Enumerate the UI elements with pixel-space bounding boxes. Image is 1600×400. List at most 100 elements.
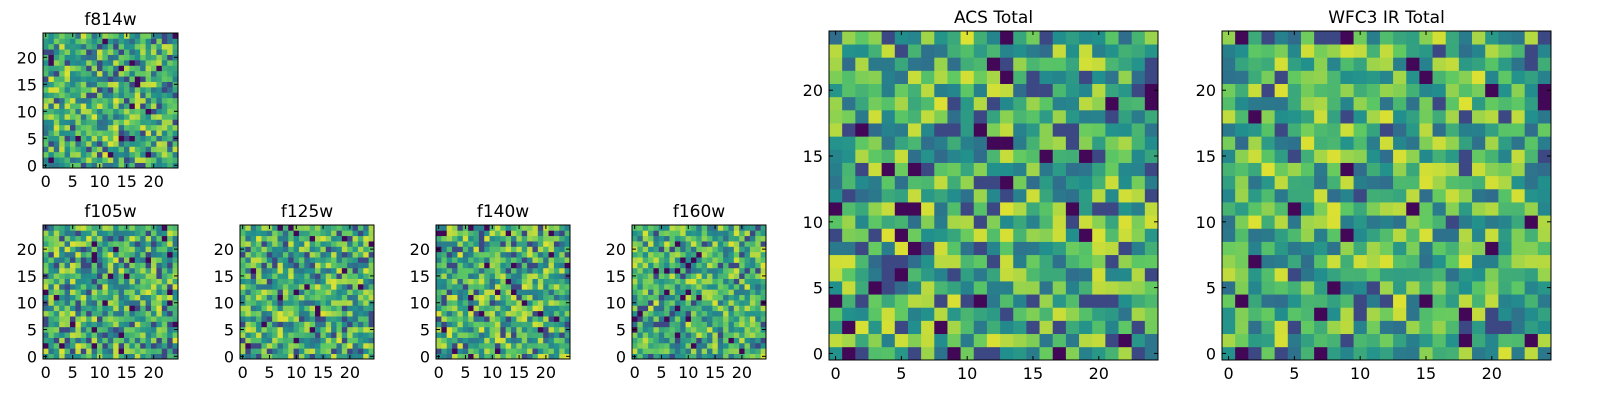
heatmap-cell: [543, 294, 549, 301]
heatmap-cell: [637, 278, 644, 285]
heatmap-cell: [1079, 307, 1093, 321]
heatmap-cell: [151, 332, 157, 338]
heatmap-cell: [973, 294, 988, 308]
heatmap-cell: [145, 262, 152, 269]
heatmap-cell: [690, 332, 697, 338]
heatmap-cell: [1092, 44, 1106, 58]
heatmap-cell: [1353, 57, 1368, 71]
heatmap-cell: [548, 337, 555, 344]
heatmap-cell: [457, 246, 464, 253]
heatmap-cell: [151, 114, 157, 120]
heatmap-cell: [749, 267, 756, 274]
heatmap-cell: [674, 289, 681, 296]
heatmap-cell: [1261, 333, 1275, 348]
heatmap-cell: [129, 38, 136, 45]
heatmap-cell: [129, 146, 136, 153]
heatmap-cell: [1300, 175, 1315, 190]
heatmap-cell: [277, 273, 284, 279]
heatmap-cell: [473, 321, 480, 328]
heatmap-cell: [368, 321, 375, 328]
heatmap-cell: [298, 257, 305, 263]
heatmap-cell: [1065, 202, 1080, 216]
heatmap-cell: [352, 305, 359, 312]
heatmap-cell: [1222, 70, 1236, 84]
heatmap-cell: [855, 109, 869, 124]
heatmap-cell: [1393, 267, 1407, 282]
heatmap-cell: [739, 316, 745, 322]
heatmap-cell: [664, 326, 670, 333]
heatmap-cell: [167, 310, 173, 317]
heatmap-cell: [325, 230, 332, 237]
heatmap-cell: [298, 326, 305, 333]
heatmap-cell: [134, 119, 141, 126]
heatmap-cell: [309, 316, 316, 322]
heatmap-cell: [331, 300, 337, 306]
heatmap-cell: [97, 262, 103, 269]
heatmap-cell: [86, 92, 92, 99]
heatmap-cell: [1092, 228, 1106, 242]
heatmap-cell: [59, 135, 65, 142]
heatmap-cell: [521, 326, 528, 333]
heatmap-cell: [97, 43, 103, 50]
heatmap-cell: [336, 342, 343, 349]
heatmap-cell: [59, 289, 65, 296]
heatmap-cell: [441, 241, 448, 247]
heatmap-cell: [113, 119, 119, 126]
heatmap-cell: [151, 342, 157, 349]
heatmap-cell: [1287, 307, 1302, 321]
heatmap-cell: [325, 235, 332, 242]
heatmap-cell: [894, 96, 909, 111]
heatmap-cell: [921, 254, 935, 269]
heatmap-cell: [124, 54, 130, 61]
heatmap-cell: [658, 337, 665, 344]
heatmap-cell: [462, 289, 469, 296]
heatmap-cell: [1458, 202, 1473, 216]
heatmap-cell: [744, 235, 751, 242]
heatmap-cell: [107, 70, 114, 77]
heatmap-cell: [894, 307, 909, 321]
heatmap-cell: [107, 103, 114, 109]
heatmap-cell: [680, 321, 686, 328]
heatmap-cell: [653, 235, 660, 242]
heatmap-cell: [320, 273, 327, 279]
heatmap-cell: [1432, 267, 1447, 282]
heatmap-cell: [685, 283, 692, 290]
heatmap-cell: [59, 33, 65, 39]
heatmap-cell: [564, 289, 571, 296]
heatmap-cell: [1092, 175, 1106, 190]
heatmap-cell: [1537, 202, 1552, 216]
heatmap-cell: [277, 342, 284, 349]
heatmap-cell: [48, 332, 55, 338]
heatmap-cell: [53, 235, 60, 242]
heatmap-cell: [134, 49, 141, 55]
heatmap-cell: [80, 225, 87, 231]
heatmap-cell: [1065, 281, 1080, 295]
heatmap-cell: [140, 76, 146, 82]
heatmap-cell: [1039, 307, 1054, 321]
heatmap-cell: [1445, 70, 1460, 84]
heatmap-cell: [102, 33, 109, 39]
heatmap-cell: [145, 33, 152, 39]
heatmap-cell: [172, 65, 179, 72]
heatmap-cell: [960, 346, 975, 361]
heatmap-cell: [113, 267, 119, 274]
heatmap-cell: [331, 353, 337, 360]
heatmap-cell: [70, 87, 76, 93]
heatmap-cell: [352, 241, 359, 247]
heatmap-cell: [712, 326, 719, 333]
heatmap-cell: [266, 230, 273, 237]
heatmap-cell: [669, 251, 676, 258]
heatmap-cell: [921, 228, 935, 242]
heatmap-cell: [266, 337, 273, 344]
heatmap-cell: [1537, 254, 1552, 269]
heatmap-cell: [293, 230, 300, 237]
heatmap-cell: [91, 348, 98, 354]
heatmap-cell: [1065, 241, 1080, 256]
heatmap-cell: [352, 316, 359, 322]
heatmap-cell: [707, 348, 713, 354]
heatmap-cell: [1419, 44, 1433, 58]
heatmap-cell: [250, 326, 257, 333]
heatmap-cell: [1300, 136, 1315, 150]
heatmap-cell: [167, 33, 173, 39]
heatmap-cell: [129, 283, 136, 290]
